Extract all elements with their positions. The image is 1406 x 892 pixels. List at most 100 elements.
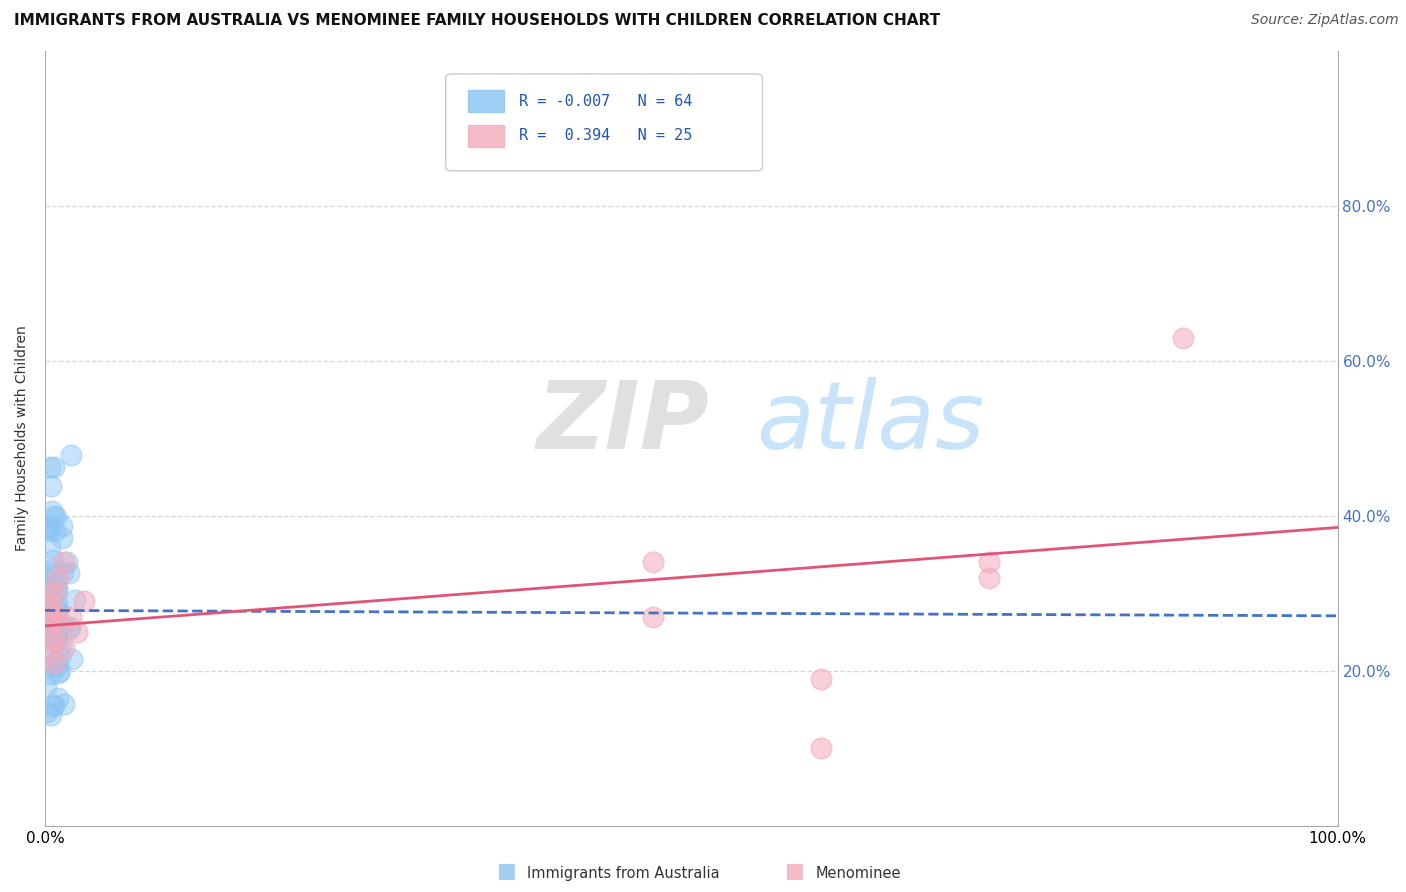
- Text: atlas: atlas: [756, 377, 984, 468]
- Point: [62, 652, 84, 666]
- Point: [35, 706, 58, 720]
- Point: [51, 532, 73, 546]
- Point: [41, 504, 63, 518]
- Point: [37, 579, 59, 593]
- Point: [39, 540, 62, 554]
- Point: [73, 594, 96, 608]
- Point: [1171, 330, 1194, 344]
- Point: [41, 666, 63, 681]
- Point: [42, 634, 65, 648]
- Point: [46, 581, 69, 595]
- Point: [51, 565, 73, 579]
- Point: [42, 553, 65, 567]
- Point: [49, 617, 72, 632]
- Point: [66, 625, 89, 640]
- Point: [58, 622, 80, 636]
- Point: [41, 707, 63, 722]
- Point: [38, 520, 60, 534]
- Text: R = -0.007   N = 64: R = -0.007 N = 64: [519, 94, 693, 109]
- Point: [42, 699, 65, 714]
- Point: [810, 672, 832, 686]
- Point: [44, 632, 66, 647]
- Point: [59, 620, 82, 634]
- Point: [49, 648, 72, 663]
- Point: [641, 555, 664, 569]
- Point: [41, 602, 63, 616]
- Point: [35, 626, 58, 640]
- Point: [977, 555, 1000, 569]
- Point: [45, 658, 67, 673]
- Point: [41, 632, 63, 647]
- Point: [59, 609, 82, 624]
- Point: [41, 602, 63, 616]
- Point: [42, 614, 65, 628]
- Text: IMMIGRANTS FROM AUSTRALIA VS MENOMINEE FAMILY HOUSEHOLDS WITH CHILDREN CORRELATI: IMMIGRANTS FROM AUSTRALIA VS MENOMINEE F…: [14, 13, 941, 29]
- Point: [44, 508, 66, 523]
- Point: [34, 520, 56, 534]
- Point: [41, 650, 63, 665]
- Point: [38, 648, 60, 663]
- Point: [46, 571, 69, 585]
- Text: Source: ZipAtlas.com: Source: ZipAtlas.com: [1251, 13, 1399, 28]
- Point: [977, 571, 1000, 585]
- Point: [35, 623, 58, 637]
- FancyBboxPatch shape: [468, 90, 503, 112]
- Point: [38, 586, 60, 600]
- Point: [58, 566, 80, 581]
- Point: [41, 562, 63, 576]
- Point: [42, 599, 65, 613]
- Point: [810, 741, 832, 756]
- Text: ■: ■: [785, 862, 804, 881]
- Point: [35, 680, 58, 694]
- Point: [53, 555, 76, 569]
- Point: [38, 617, 60, 632]
- Y-axis label: Family Households with Children: Family Households with Children: [15, 326, 30, 551]
- FancyBboxPatch shape: [468, 125, 503, 147]
- Point: [45, 575, 67, 590]
- Point: [45, 596, 67, 610]
- Point: [44, 612, 66, 626]
- Point: [44, 609, 66, 624]
- Point: [35, 572, 58, 586]
- Point: [38, 582, 60, 596]
- Point: [42, 656, 65, 670]
- Point: [46, 606, 69, 620]
- Text: Menominee: Menominee: [815, 866, 901, 881]
- Point: [49, 664, 72, 678]
- Point: [46, 690, 69, 705]
- Point: [44, 586, 66, 600]
- Point: [39, 459, 62, 474]
- Point: [34, 605, 56, 619]
- Point: [37, 566, 59, 580]
- Point: [60, 448, 83, 462]
- Point: [37, 618, 59, 632]
- Point: [51, 519, 73, 533]
- Point: [42, 459, 65, 474]
- Point: [46, 632, 69, 647]
- Point: [52, 697, 75, 711]
- Point: [38, 617, 60, 632]
- Point: [38, 524, 60, 538]
- Text: ZIP: ZIP: [536, 376, 709, 469]
- Point: [39, 479, 62, 493]
- Point: [42, 658, 65, 673]
- Point: [46, 583, 69, 598]
- Point: [37, 627, 59, 641]
- Point: [45, 509, 67, 524]
- Point: [41, 607, 63, 622]
- Point: [55, 555, 77, 569]
- Point: [53, 640, 76, 655]
- Point: [44, 524, 66, 539]
- Point: [45, 602, 67, 616]
- Point: [46, 609, 69, 624]
- Point: [63, 593, 86, 607]
- FancyBboxPatch shape: [446, 74, 762, 171]
- Point: [46, 665, 69, 680]
- Point: [39, 612, 62, 626]
- Text: R =  0.394   N = 25: R = 0.394 N = 25: [519, 128, 693, 144]
- Text: Immigrants from Australia: Immigrants from Australia: [527, 866, 720, 881]
- Text: ■: ■: [496, 862, 516, 881]
- Point: [641, 609, 664, 624]
- Point: [49, 639, 72, 653]
- Point: [45, 623, 67, 637]
